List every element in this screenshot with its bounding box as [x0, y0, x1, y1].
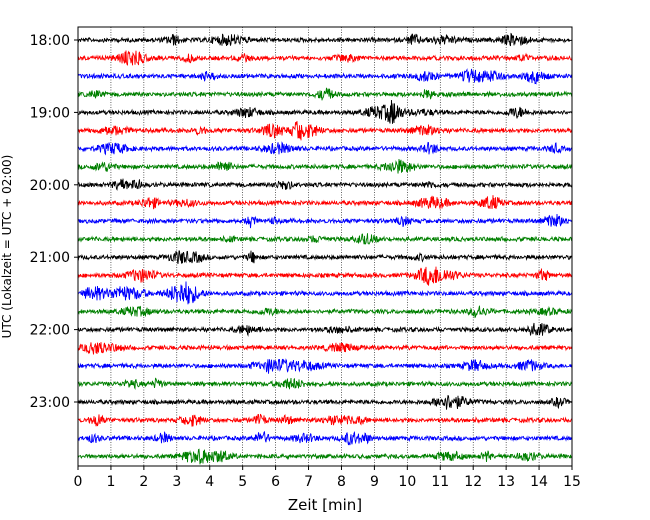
trace-2345 [77, 448, 573, 465]
trace-2230 [77, 358, 573, 374]
trace-2015 [77, 195, 573, 210]
grid-lines [110, 27, 540, 466]
x-tick-label: 0 [74, 474, 83, 490]
trace-1930 [77, 141, 573, 156]
x-tick-label: 14 [530, 474, 548, 490]
y-tick-label: 22:00 [30, 323, 70, 339]
trace-2045 [77, 233, 573, 245]
y-tick-label: 23:00 [30, 395, 70, 411]
trace-2300 [77, 394, 573, 410]
y-tick-label: 21:00 [30, 250, 70, 266]
trace-2315 [77, 413, 573, 427]
trace-1915 [77, 120, 573, 141]
x-axis-label: Zeit [min] [288, 496, 362, 514]
trace-1830 [77, 68, 573, 85]
y-tick-label: 19:00 [30, 105, 70, 121]
x-tick-label: 5 [238, 474, 247, 490]
x-tick-label: 13 [497, 474, 515, 490]
trace-2100 [77, 250, 573, 264]
x-tick-label: 3 [172, 474, 181, 490]
x-tick-label: 15 [563, 474, 581, 490]
trace-2200 [77, 322, 573, 337]
y-tick-label: 20:00 [30, 178, 70, 194]
trace-1800 [77, 32, 573, 47]
trace-2115 [77, 266, 573, 286]
x-tick-label: 10 [398, 474, 416, 490]
trace-1945 [77, 159, 573, 174]
y-tick-label: 18:00 [30, 33, 70, 49]
trace-2030 [77, 214, 573, 229]
x-tick-label: 9 [370, 474, 379, 490]
x-tick-label: 2 [139, 474, 148, 490]
trace-1900 [77, 100, 573, 124]
x-tick-label: 1 [106, 474, 115, 490]
x-tick-label: 12 [464, 474, 482, 490]
plot-frame [77, 26, 573, 467]
trace-2215 [77, 342, 573, 355]
trace-2145 [77, 305, 573, 319]
trace-1845 [77, 87, 573, 101]
y-axis-label: UTC (Lokalzeit = UTC + 02:00) [0, 155, 14, 339]
x-tick-label: 6 [271, 474, 280, 490]
trace-2000 [77, 178, 573, 191]
trace-1815 [77, 50, 573, 66]
trace-2130 [77, 281, 573, 305]
seismic-traces [77, 32, 573, 465]
trace-2245 [77, 377, 573, 390]
trace-2330 [77, 430, 573, 446]
x-axis-ticks: 0 1 2 3 4 5 6 7 8 9 10 11 12 13 14 15 [74, 466, 581, 490]
x-tick-label: 8 [337, 474, 346, 490]
y-axis-ticks: 18:00 19:00 20:00 21:00 22:00 23:00 [30, 33, 78, 411]
x-tick-label: 11 [431, 474, 449, 490]
x-tick-label: 4 [205, 474, 214, 490]
x-tick-label: 7 [304, 474, 313, 490]
